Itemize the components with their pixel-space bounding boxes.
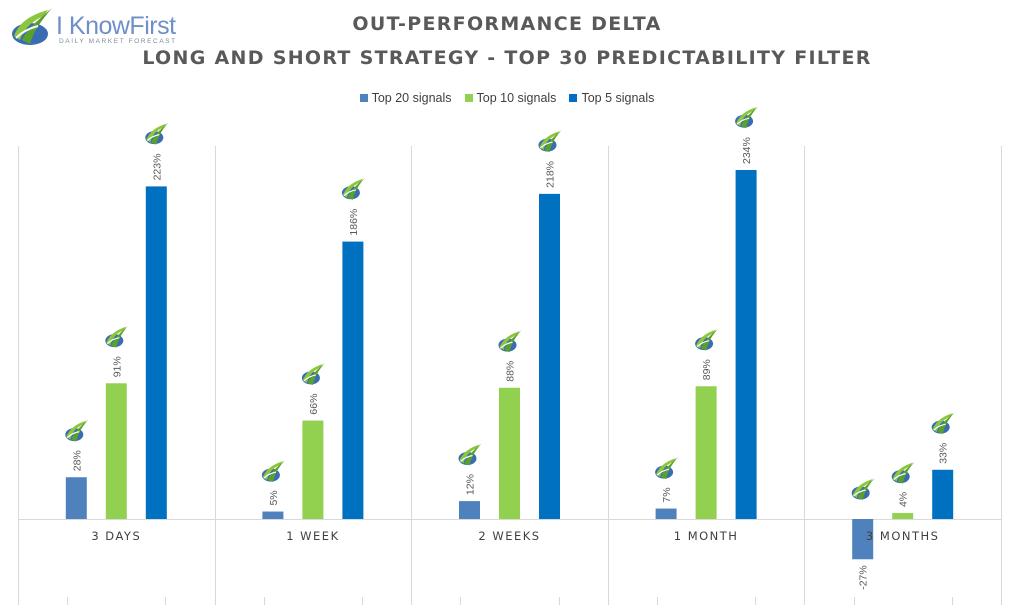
bar-top5 <box>735 170 757 519</box>
data-label: 218% <box>545 161 557 188</box>
data-label: 5% <box>268 490 280 505</box>
data-label: 7% <box>661 487 673 502</box>
logo-marker-icon <box>105 325 129 348</box>
data-label: 223% <box>151 154 163 181</box>
category-label: 3 DAYS <box>91 529 141 543</box>
legend-item-top10: Top 10 signals <box>464 91 557 105</box>
legend-label-top10: Top 10 signals <box>476 91 557 105</box>
legend: Top 20 signals Top 10 signals Top 5 sign… <box>0 91 1014 105</box>
category-label: 1 MONTH <box>674 529 739 543</box>
bar-top20 <box>852 519 874 560</box>
bar-top20 <box>459 501 480 519</box>
data-label: 89% <box>701 359 713 380</box>
data-label: 88% <box>505 361 517 382</box>
data-label: 33% <box>938 443 950 464</box>
chart-subtitle: LONG AND SHORT STRATEGY - TOP 30 PREDICT… <box>142 47 872 69</box>
logo-marker-icon <box>931 412 955 435</box>
bar-top20 <box>655 508 677 519</box>
bar-top10 <box>499 387 520 519</box>
bar-top10 <box>695 386 717 519</box>
category-label: 1 WEEK <box>286 529 339 543</box>
logo-icon <box>12 8 52 45</box>
logo-marker-icon <box>65 419 89 442</box>
bar-top5 <box>932 469 954 519</box>
logo-marker-icon <box>735 106 759 129</box>
category-label: 2 WEEKS <box>478 529 540 543</box>
logo-marker-icon <box>891 461 915 484</box>
legend-label-top5: Top 5 signals <box>581 91 655 105</box>
logo-marker-icon <box>458 443 482 466</box>
legend-item-top5: Top 5 signals <box>569 91 654 105</box>
bar-top10 <box>105 383 127 519</box>
data-label: 28% <box>71 450 83 471</box>
logo-name: I KnowFirst <box>56 12 176 40</box>
logo-marker-icon <box>145 122 169 145</box>
data-label: 4% <box>898 492 910 507</box>
data-label: 91% <box>111 356 123 377</box>
logo-marker-icon <box>851 478 875 500</box>
logo-marker-icon <box>695 328 719 351</box>
logo-marker-icon <box>538 130 562 153</box>
logo-marker-icon <box>261 460 285 483</box>
bar-top20 <box>262 511 284 519</box>
bar-top5 <box>342 241 364 520</box>
logo-marker-icon <box>498 330 522 353</box>
bar-top5 <box>145 186 167 519</box>
chart-title: OUT-PERFORMANCE DELTA <box>352 13 662 35</box>
bar-top10 <box>892 513 914 519</box>
legend-label-top20: Top 20 signals <box>371 91 452 105</box>
data-label: 12% <box>465 474 477 495</box>
legend-swatch-top20 <box>359 94 368 102</box>
data-label: 234% <box>741 137 753 164</box>
data-label: -27% <box>858 565 870 590</box>
logo-marker-icon <box>655 457 679 480</box>
bar-top10 <box>302 420 324 519</box>
logo: I KnowFirst DAILY MARKET FORECAST <box>8 6 208 52</box>
bar-top5 <box>539 193 560 519</box>
category-label: 3 MONTHS <box>866 529 940 543</box>
data-label: 66% <box>308 394 320 415</box>
data-label: 186% <box>348 209 360 236</box>
logo-marker-icon <box>301 362 325 385</box>
bar-top20 <box>65 477 87 519</box>
legend-swatch-top5 <box>569 94 578 102</box>
logo-tagline: DAILY MARKET FORECAST <box>59 38 177 45</box>
logo-marker-icon <box>341 177 365 200</box>
legend-swatch-top10 <box>464 94 473 102</box>
legend-item-top20: Top 20 signals <box>359 91 452 105</box>
